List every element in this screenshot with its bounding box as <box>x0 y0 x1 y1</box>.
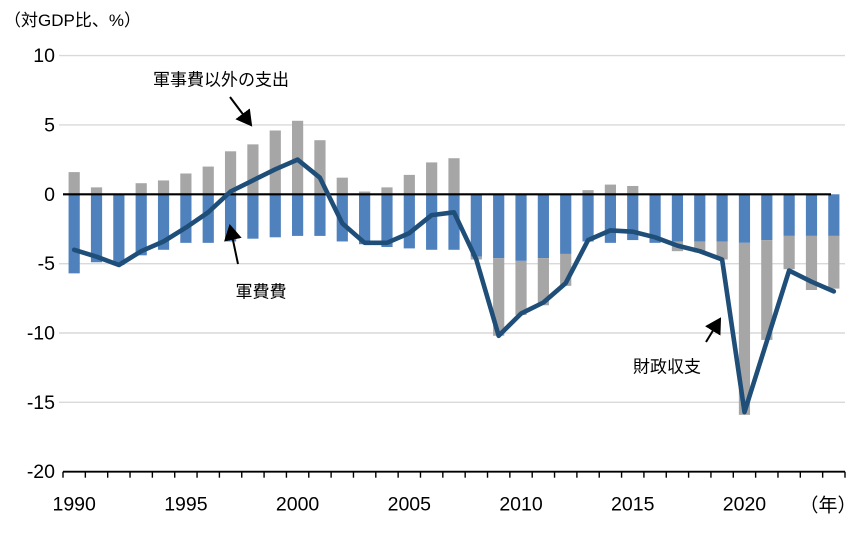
bar-military-1998 <box>247 194 259 239</box>
bar-nonmilitary-2020 <box>738 242 751 415</box>
bar-military-2013 <box>582 194 594 242</box>
bar-nonmilitary-1999 <box>269 130 281 195</box>
bar-military-1991 <box>90 194 103 263</box>
bar-military-2006 <box>426 194 438 250</box>
bar-military-1999 <box>269 194 281 238</box>
bar-military-2009 <box>493 194 505 259</box>
bar-nonmilitary-2021 <box>761 240 773 340</box>
y-tick-label-0: 0 <box>44 184 55 206</box>
annotation-fiscal-balance-label: 財政収支 <box>633 357 701 377</box>
bar-military-2001 <box>314 194 326 236</box>
bar-nonmilitary-2019 <box>716 241 728 260</box>
bar-military-1995 <box>180 194 192 243</box>
bar-nonmilitary-1997 <box>224 151 237 195</box>
bar-military-2005 <box>403 194 415 249</box>
bar-military-2022 <box>783 194 795 236</box>
arrow-fiscal-balance <box>705 317 722 343</box>
annotation-nonmilitary-spending-label: 軍事費以外の支出 <box>153 70 289 90</box>
bar-military-1997 <box>224 194 237 242</box>
bar-military-1993 <box>135 194 147 256</box>
bar-nonmilitary-2023 <box>805 235 818 291</box>
bar-military-2021 <box>761 194 773 241</box>
bar-military-2000 <box>292 194 304 236</box>
bar-military-1994 <box>157 194 170 250</box>
x-axis-unit-label: （年） <box>799 495 856 517</box>
bar-nonmilitary-2007 <box>448 158 460 195</box>
arrow-nonmilitary <box>229 96 253 127</box>
bar-military-2016 <box>649 194 661 243</box>
bar-nonmilitary-2003 <box>359 191 371 195</box>
annotation-military-spending-label: 軍費費 <box>235 282 287 302</box>
bar-nonmilitary-1991 <box>90 187 103 195</box>
y-tick-label--10: -10 <box>27 323 55 345</box>
bar-military-2017 <box>671 194 684 242</box>
bar-nonmilitary-2013 <box>582 190 594 195</box>
y-tick-label--15: -15 <box>27 392 55 414</box>
bar-nonmilitary-2004 <box>381 187 393 195</box>
bar-military-2011 <box>537 194 549 259</box>
bar-military-2012 <box>560 194 572 254</box>
y-tick-label--20: -20 <box>27 461 55 483</box>
y-tick-label--5: -5 <box>38 253 55 275</box>
bar-nonmilitary-2022 <box>783 235 795 270</box>
bar-nonmilitary-1994 <box>157 180 170 195</box>
x-tick-label-1990: 1990 <box>52 494 96 516</box>
bar-military-2020 <box>738 194 751 243</box>
bar-nonmilitary-1998 <box>247 144 259 195</box>
x-tick-label-2005: 2005 <box>388 494 432 516</box>
y-tick-label-5: 5 <box>44 114 55 136</box>
x-tick-label-1995: 1995 <box>164 494 208 516</box>
bar-military-2008 <box>470 194 482 257</box>
bar-nonmilitary-1990 <box>68 172 80 195</box>
bar-military-2015 <box>627 194 639 241</box>
bar-military-2019 <box>716 194 728 242</box>
bar-military-2004 <box>381 194 393 248</box>
bar-nonmilitary-2011 <box>537 258 549 306</box>
bar-nonmilitary-2009 <box>493 258 505 336</box>
bar-nonmilitary-2001 <box>314 140 326 195</box>
x-tick-label-2020: 2020 <box>723 494 767 516</box>
bar-nonmilitary-2018 <box>694 241 706 253</box>
x-tick-label-2010: 2010 <box>499 494 543 516</box>
bar-military-1996 <box>202 194 214 243</box>
x-tick-label-2000: 2000 <box>276 494 320 516</box>
bar-nonmilitary-2002 <box>336 177 348 195</box>
bar-nonmilitary-1993 <box>135 183 147 195</box>
bar-nonmilitary-2005 <box>403 174 415 195</box>
bar-nonmilitary-2006 <box>426 162 438 195</box>
bar-military-1990 <box>68 194 80 274</box>
bar-nonmilitary-1996 <box>202 166 214 195</box>
bar-nonmilitary-2012 <box>560 253 572 286</box>
arrow-military <box>224 224 242 265</box>
x-tick-label-2015: 2015 <box>611 494 655 516</box>
fiscal-balance-line <box>71 157 837 415</box>
bar-military-2010 <box>515 194 527 261</box>
bar-military-2002 <box>336 194 348 242</box>
bar-military-2003 <box>359 194 371 245</box>
y-tick-label-10: 10 <box>33 45 55 67</box>
bar-nonmilitary-2014 <box>604 184 616 195</box>
bar-nonmilitary-1995 <box>180 173 192 195</box>
bar-military-2023 <box>805 194 818 236</box>
bar-nonmilitary-2015 <box>627 185 639 195</box>
y-axis-unit-label: （対GDP比、%） <box>4 11 141 30</box>
bar-nonmilitary-2024 <box>828 235 840 289</box>
bar-military-1992 <box>113 194 125 266</box>
bar-military-2014 <box>604 194 616 243</box>
bar-nonmilitary-2010 <box>515 260 527 315</box>
bar-military-2007 <box>448 194 460 250</box>
bar-military-2018 <box>694 194 706 242</box>
bar-military-2024 <box>828 194 840 236</box>
